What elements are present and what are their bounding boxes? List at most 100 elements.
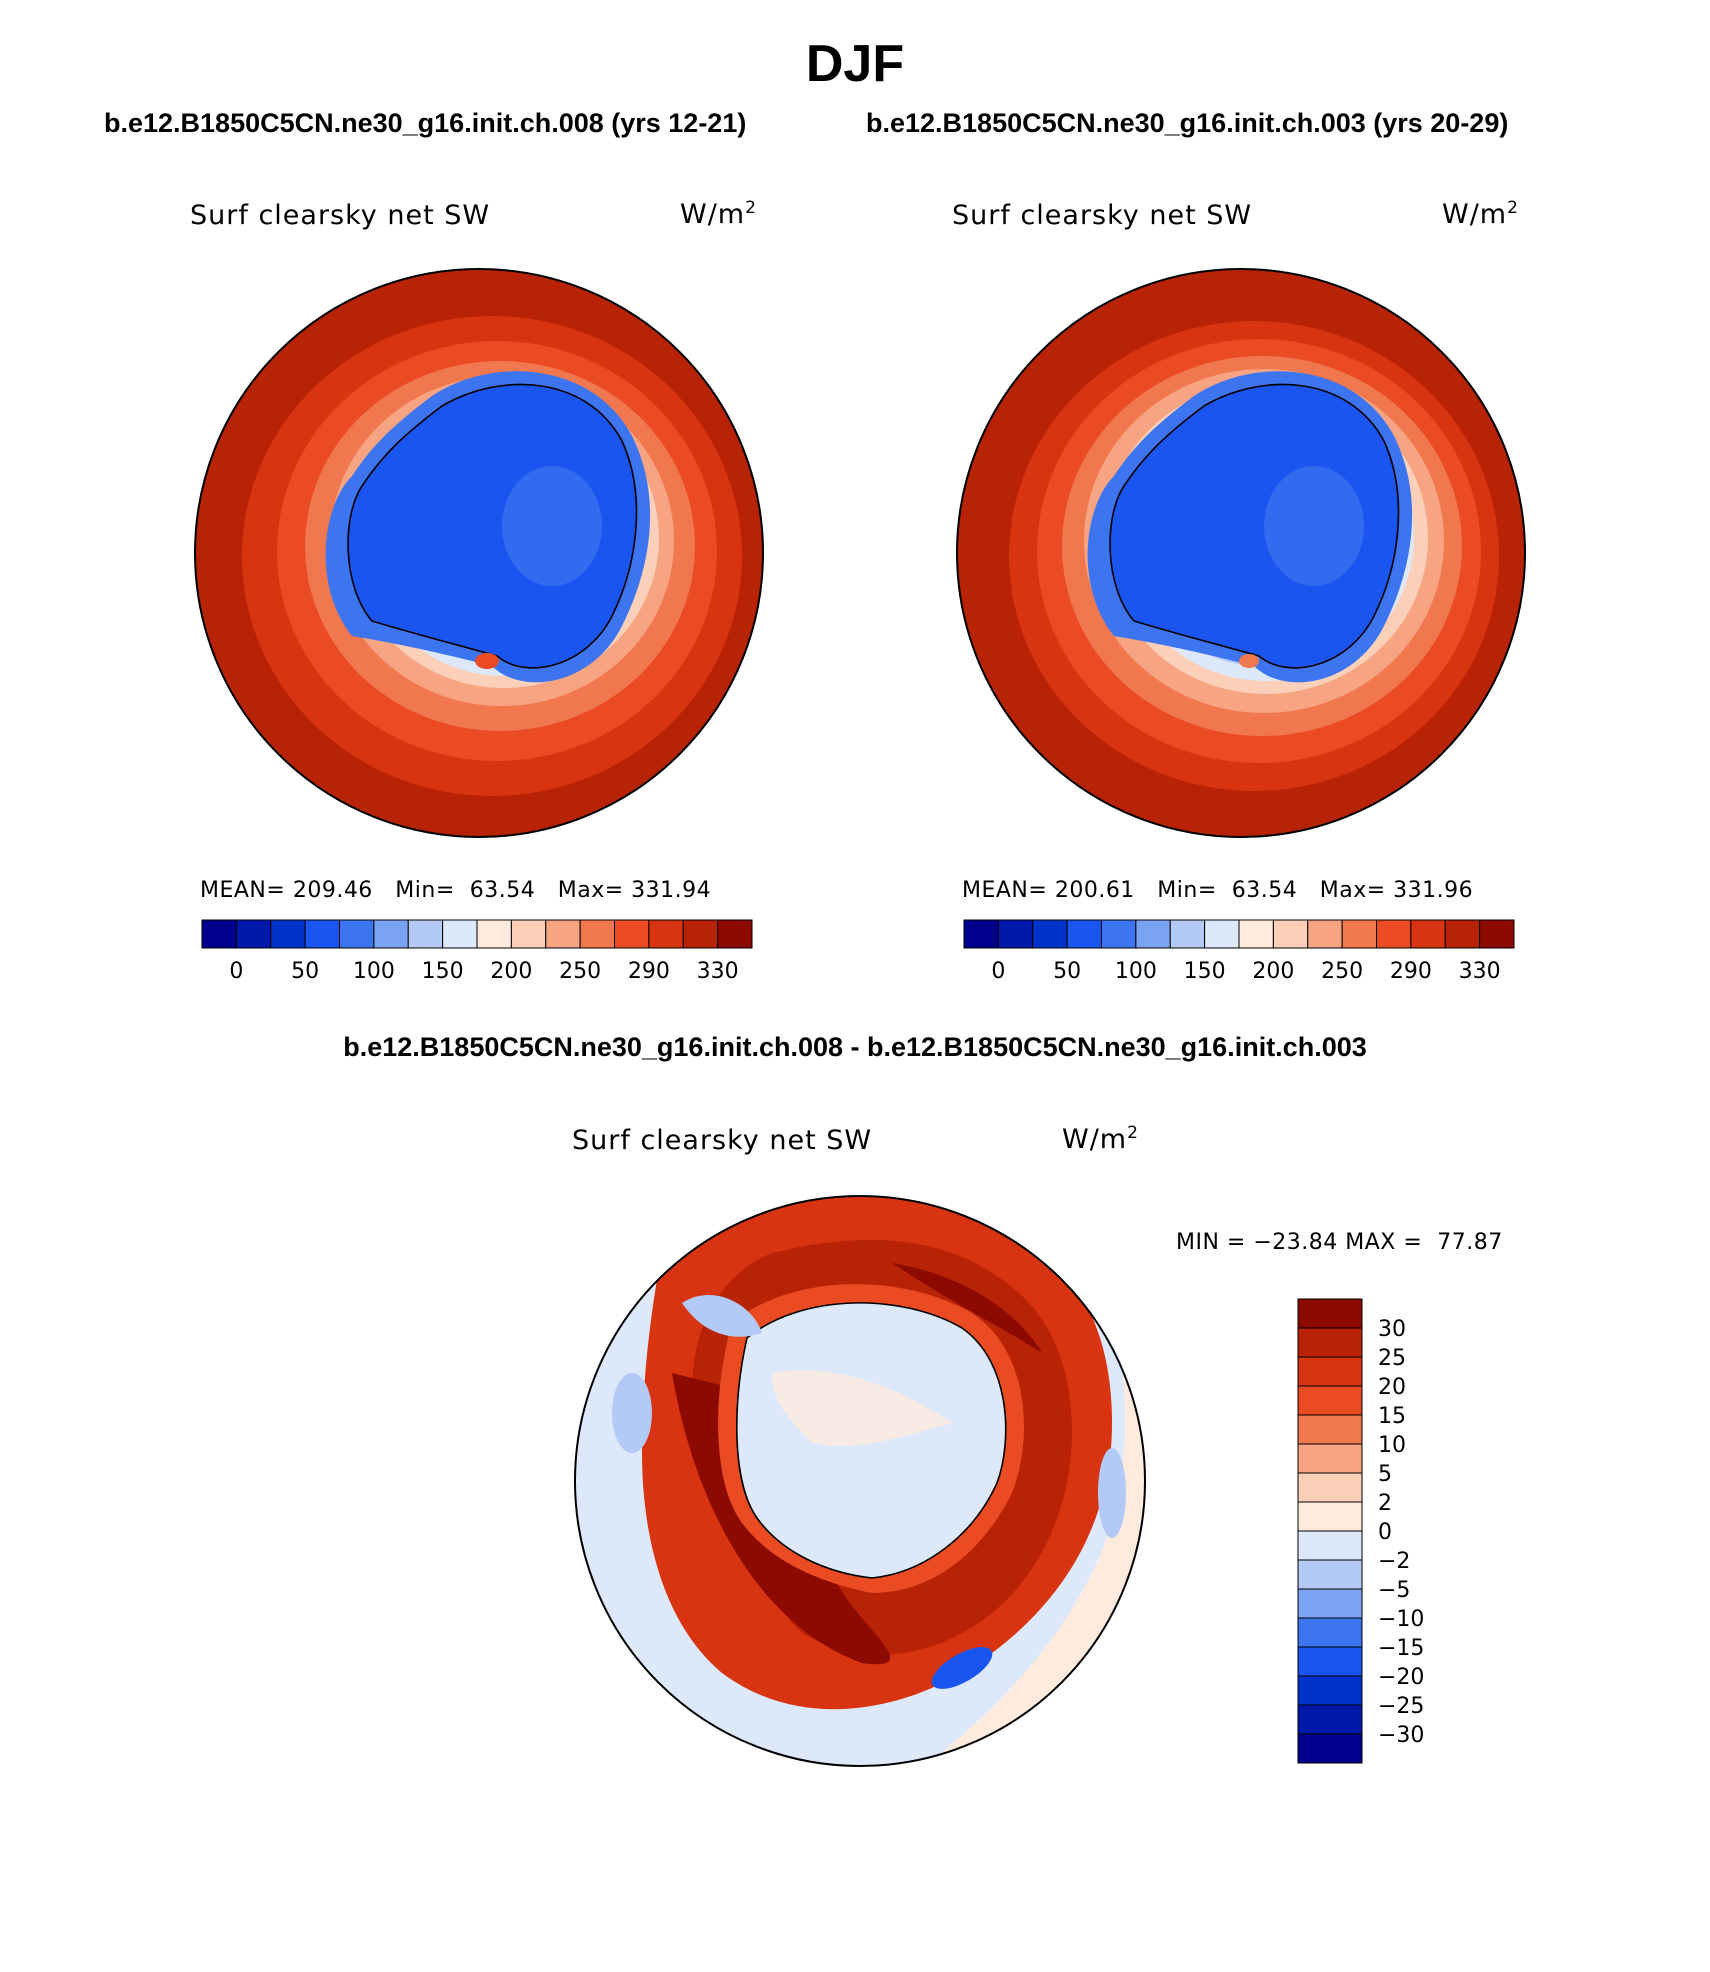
colorbar-a-box <box>270 919 306 949</box>
colorbar-a-box <box>201 919 237 949</box>
colorbar-diff-box <box>1297 1617 1363 1648</box>
colorbar-b-label: 250 <box>1321 959 1363 984</box>
case-b-title: b.e12.B1850C5CN.ne30_g16.init.ch.003 (yr… <box>866 108 1509 138</box>
colorbar-b-box <box>1479 919 1515 949</box>
colorbar-diff-box <box>1297 1559 1363 1590</box>
colorbar-b-box <box>1272 919 1309 949</box>
panel-a-stats: MEAN= 209.46 Min= 63.54 Max= 331.94 <box>200 878 712 903</box>
colorbar-diff-box <box>1297 1414 1363 1445</box>
panel-a-variable: Surf clearsky net SW <box>190 200 491 231</box>
colorbar-a-box <box>476 919 512 949</box>
colorbar-a-label: 150 <box>422 959 464 984</box>
colorbar-a-label: 200 <box>490 959 532 984</box>
colorbar-a-box <box>614 919 650 949</box>
colorbar-diff-label: 25 <box>1378 1346 1406 1371</box>
colorbar-a-box <box>717 919 753 949</box>
diff-units: W/m2 <box>1062 1123 1139 1155</box>
colorbar-diff-label: 20 <box>1378 1375 1406 1400</box>
colorbar-a-label: 250 <box>559 959 601 984</box>
colorbar-diff-label: 10 <box>1378 1433 1406 1458</box>
colorbar-diff-label: −15 <box>1378 1636 1424 1661</box>
colorbar-b-box <box>1101 919 1137 949</box>
colorbar-b-box <box>1204 919 1240 949</box>
colorbar-a-box <box>339 919 375 949</box>
colorbar-diff-box <box>1297 1530 1363 1561</box>
colorbar-a-box <box>648 919 684 949</box>
colorbar-b-labels: 0 50 100 150 200 250 290 330 <box>991 959 1500 984</box>
colorbar-b-box <box>1444 919 1481 949</box>
colorbar-b-label: 330 <box>1459 959 1501 984</box>
colorbar-a-boxes <box>201 919 753 949</box>
colorbar-panel-b: 0 50 100 150 200 250 290 330 <box>963 919 1515 984</box>
colorbar-diff-box <box>1297 1646 1363 1677</box>
diff-variable: Surf clearsky net SW <box>572 1125 873 1156</box>
map-difference <box>574 1195 1146 1767</box>
colorbar-b-box <box>1032 919 1068 949</box>
colorbar-a-label: 50 <box>291 959 319 984</box>
colorbar-diff-label: −10 <box>1378 1607 1424 1632</box>
panel-b-variable: Surf clearsky net SW <box>952 200 1253 231</box>
colorbar-diff-label: 5 <box>1378 1462 1392 1487</box>
colorbar-diff-label: −5 <box>1378 1578 1410 1603</box>
colorbar-diff-label: −20 <box>1378 1665 1424 1690</box>
colorbar-a-labels: 0 50 100 150 200 250 290 330 <box>229 959 738 984</box>
colorbar-b-label: 150 <box>1184 959 1226 984</box>
map-panel-a <box>194 268 764 838</box>
colorbar-b-box <box>1135 919 1171 949</box>
colorbar-diff-label: −30 <box>1378 1723 1424 1748</box>
colorbar-b-box <box>997 919 1034 949</box>
colorbar-a-box <box>304 919 340 949</box>
colorbar-b-label: 290 <box>1390 959 1432 984</box>
colorbar-diff-box <box>1297 1675 1363 1706</box>
colorbar-b-label: 100 <box>1115 959 1157 984</box>
colorbar-diff-box <box>1297 1501 1363 1532</box>
colorbar-b-box <box>963 919 999 949</box>
colorbar-diff-label: −25 <box>1378 1694 1424 1719</box>
colorbar-a-box <box>682 919 719 949</box>
colorbar-a-box <box>579 919 615 949</box>
colorbar-diff-label: 0 <box>1378 1520 1392 1545</box>
colorbar-diff-boxes <box>1297 1298 1363 1764</box>
colorbar-a-box <box>442 919 478 949</box>
colorbar-a-box <box>545 919 581 949</box>
colorbar-b-box <box>1238 919 1274 949</box>
colorbar-b-boxes <box>963 919 1515 949</box>
colorbar-diff-box <box>1297 1356 1363 1387</box>
colorbar-b-box <box>1341 919 1377 949</box>
panel-b-units: W/m2 <box>1442 198 1519 230</box>
colorbar-diff-box <box>1297 1298 1363 1329</box>
colorbar-a-label: 100 <box>353 959 395 984</box>
colorbar-a-box <box>373 919 409 949</box>
colorbar-b-label: 200 <box>1252 959 1294 984</box>
case-a-title: b.e12.B1850C5CN.ne30_g16.init.ch.008 (yr… <box>104 108 747 138</box>
colorbar-b-label: 50 <box>1053 959 1081 984</box>
colorbar-b-box <box>1307 919 1343 949</box>
colorbar-a-box <box>510 919 547 949</box>
colorbar-a-label: 0 <box>229 959 243 984</box>
colorbar-diff-box <box>1297 1472 1363 1503</box>
colorbar-b-box <box>1410 919 1446 949</box>
colorbar-a-box <box>235 919 272 949</box>
colorbar-diff-label: 30 <box>1378 1317 1406 1342</box>
colorbar-a-box <box>407 919 444 949</box>
page-title: DJF <box>805 35 905 93</box>
difference-title: b.e12.B1850C5CN.ne30_g16.init.ch.008 - b… <box>343 1032 1367 1062</box>
panel-b-stats: MEAN= 200.61 Min= 63.54 Max= 331.96 <box>962 878 1474 903</box>
diff-min-max: MIN = −23.84 MAX = 77.87 <box>1176 1230 1503 1255</box>
colorbar-b-box <box>1376 919 1412 949</box>
colorbar-diff-box <box>1297 1385 1363 1416</box>
colorbar-a-label: 330 <box>697 959 739 984</box>
colorbar-b-box <box>1169 919 1206 949</box>
colorbar-diff-label: 2 <box>1378 1491 1392 1516</box>
colorbar-b-box <box>1066 919 1102 949</box>
colorbar-diff-box <box>1297 1733 1363 1764</box>
colorbar-diff-box <box>1297 1327 1363 1358</box>
colorbar-diff-label: 15 <box>1378 1404 1406 1429</box>
colorbar-a-label: 290 <box>628 959 670 984</box>
colorbar-panel-a: 0 50 100 150 200 250 290 330 <box>201 919 753 984</box>
colorbar-b-label: 0 <box>991 959 1005 984</box>
colorbar-diff-box <box>1297 1704 1363 1735</box>
colorbar-diff-box <box>1297 1588 1363 1619</box>
